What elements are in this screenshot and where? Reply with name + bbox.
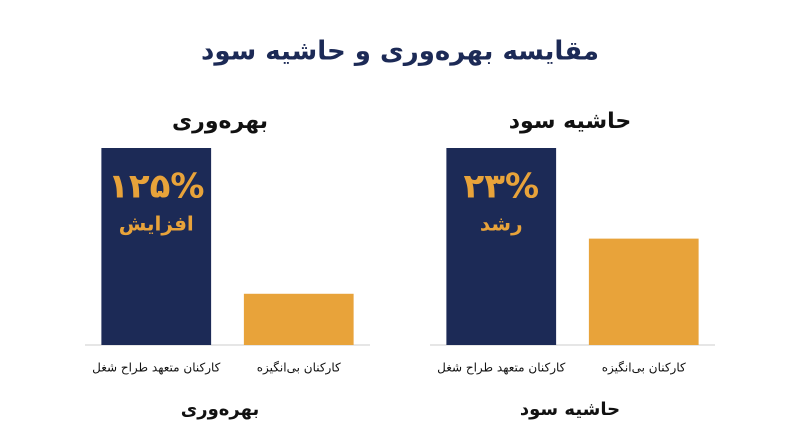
annotation-value: ۲۳% xyxy=(463,167,539,207)
x-axis-label: حاشیه سود xyxy=(520,399,620,420)
chart-title: حاشیه سود xyxy=(509,109,631,134)
annotation-value: ۱۲۵% xyxy=(108,167,204,207)
chart-title: بهره‌وری xyxy=(172,109,268,134)
bar xyxy=(588,238,699,345)
page-title: مقایسه بهره‌وری و حاشیه سود xyxy=(201,37,599,67)
x-tick-label: کارکنان متعهد طراح شغل xyxy=(437,361,566,376)
bar xyxy=(101,148,212,345)
x-tick-label: کارکنان بی‌انگیزه xyxy=(602,361,686,376)
x-tick-label: کارکنان بی‌انگیزه xyxy=(257,361,341,376)
x-tick-label: کارکنان متعهد طراح شغل xyxy=(92,361,221,376)
bar xyxy=(446,148,557,345)
bar xyxy=(243,293,354,345)
x-axis-label: بهره‌وری xyxy=(181,399,260,420)
annotation-text: رشد xyxy=(480,212,523,236)
annotation-text: افزایش xyxy=(119,212,194,236)
